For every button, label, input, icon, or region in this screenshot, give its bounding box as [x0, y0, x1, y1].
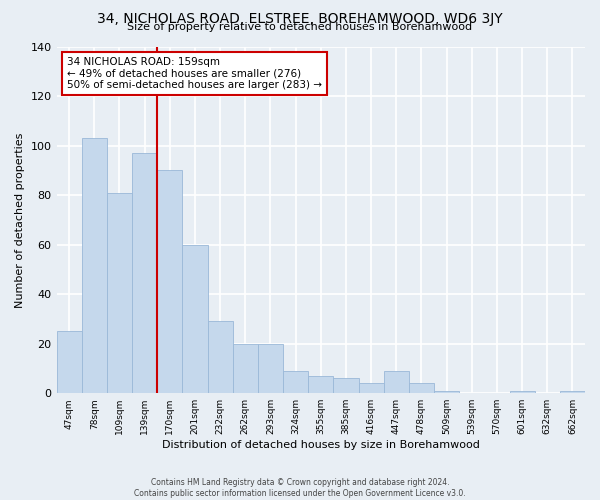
Bar	[107, 192, 132, 393]
Bar	[560, 390, 585, 393]
Bar	[208, 322, 233, 393]
Bar	[334, 378, 359, 393]
X-axis label: Distribution of detached houses by size in Borehamwood: Distribution of detached houses by size …	[162, 440, 480, 450]
Text: Contains HM Land Registry data © Crown copyright and database right 2024.
Contai: Contains HM Land Registry data © Crown c…	[134, 478, 466, 498]
Text: Size of property relative to detached houses in Borehamwood: Size of property relative to detached ho…	[127, 22, 473, 32]
Bar	[409, 384, 434, 393]
Bar	[283, 371, 308, 393]
Bar	[383, 371, 409, 393]
Bar	[509, 390, 535, 393]
Bar	[233, 344, 258, 393]
Text: 34 NICHOLAS ROAD: 159sqm
← 49% of detached houses are smaller (276)
50% of semi-: 34 NICHOLAS ROAD: 159sqm ← 49% of detach…	[67, 57, 322, 90]
Bar	[434, 390, 459, 393]
Bar	[132, 153, 157, 393]
Bar	[157, 170, 182, 393]
Y-axis label: Number of detached properties: Number of detached properties	[15, 132, 25, 308]
Bar	[308, 376, 334, 393]
Text: 34, NICHOLAS ROAD, ELSTREE, BOREHAMWOOD, WD6 3JY: 34, NICHOLAS ROAD, ELSTREE, BOREHAMWOOD,…	[97, 12, 503, 26]
Bar	[56, 332, 82, 393]
Bar	[82, 138, 107, 393]
Bar	[258, 344, 283, 393]
Bar	[359, 384, 383, 393]
Bar	[182, 244, 208, 393]
